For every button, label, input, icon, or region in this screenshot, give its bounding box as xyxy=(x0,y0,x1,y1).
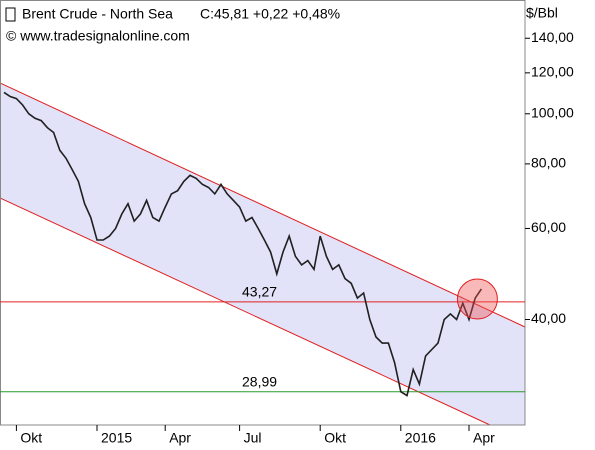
x-tick-label: Apr xyxy=(473,430,495,446)
level-label: 28,99 xyxy=(242,373,277,389)
y-tick-label: 120,00 xyxy=(531,64,574,80)
y-tick-label: 140,00 xyxy=(531,29,574,45)
quote: C:45,81 +0,22 +0,48% xyxy=(200,6,340,22)
highlight-circle xyxy=(456,278,498,320)
channel-fill xyxy=(0,83,525,425)
x-tick-label: 2015 xyxy=(101,430,132,446)
x-tick-label: Jul xyxy=(244,430,262,446)
plot-frame xyxy=(0,0,526,426)
x-tick-label: 2016 xyxy=(405,430,436,446)
level-label: 43,27 xyxy=(242,284,277,300)
x-tick-label: Okt xyxy=(20,430,42,446)
x-tick-label: Okt xyxy=(324,430,346,446)
x-tick-label: Apr xyxy=(169,430,191,446)
y-tick-label: 60,00 xyxy=(531,219,566,235)
y-tick-label: 80,00 xyxy=(531,155,566,171)
channel-upper xyxy=(0,82,526,328)
y-tick-label: 100,00 xyxy=(531,104,574,120)
y-unit: $/Bbl xyxy=(526,5,558,21)
price-line xyxy=(3,91,483,397)
y-tick-label: 40,00 xyxy=(531,310,566,326)
source: © www.tradesignalonline.com xyxy=(6,28,190,44)
chart-title: Brent Crude - North Sea xyxy=(22,6,173,22)
icon xyxy=(5,7,16,22)
